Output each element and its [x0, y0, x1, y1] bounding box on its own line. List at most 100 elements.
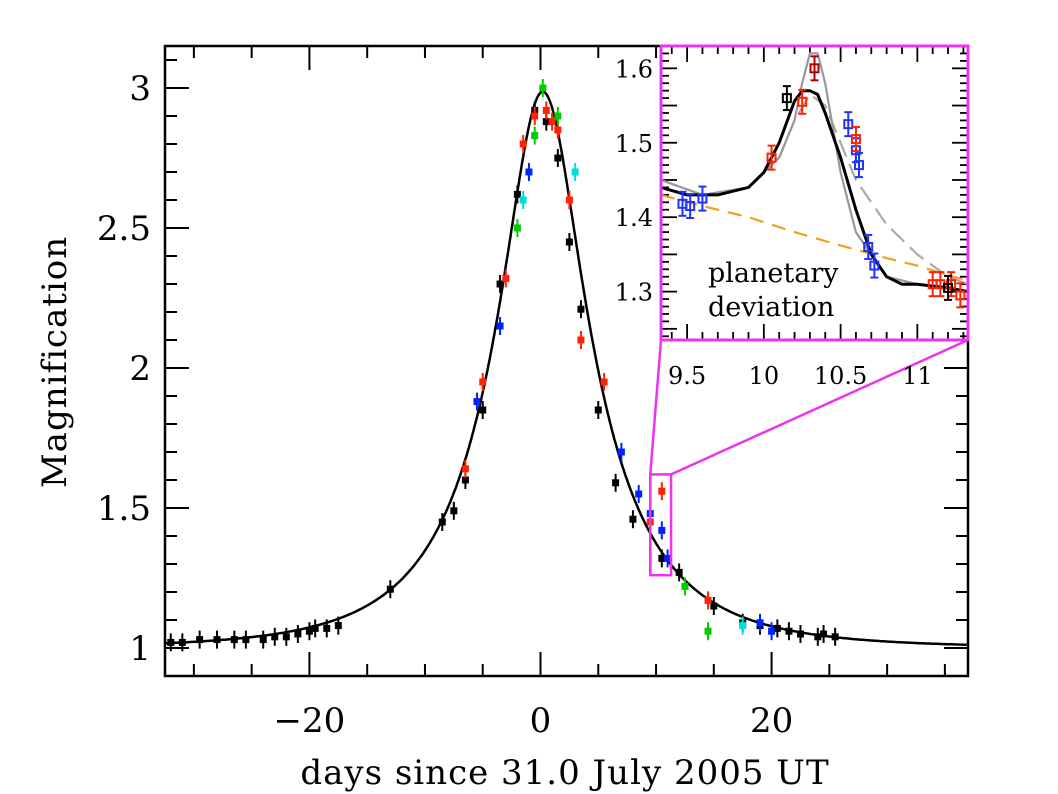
data-point-black — [496, 280, 504, 288]
inset-frame — [659, 44, 970, 342]
data-point-blue — [635, 490, 643, 498]
data-point-red — [704, 596, 712, 604]
data-point-black — [259, 636, 267, 644]
data-point-cyan — [739, 622, 747, 630]
data-point-black — [814, 633, 822, 641]
data-point-black — [282, 633, 290, 641]
inset-y-tick-label: 1.6 — [615, 55, 653, 83]
data-point-green — [513, 224, 521, 232]
data-point-black — [820, 630, 828, 638]
inset-panel: 9.5 10 10.5 11 1.3 1.4 1.5 1.6 planetarydeviatio… — [615, 44, 970, 390]
data-point-red — [565, 196, 573, 204]
y-tick-label: 1.5 — [97, 489, 151, 529]
data-point-blue — [756, 619, 764, 627]
data-point-black — [311, 624, 319, 632]
data-point-black — [831, 633, 839, 641]
data-point-black — [554, 154, 562, 162]
data-point-black — [386, 585, 394, 593]
zoom-connector-left — [649, 339, 663, 475]
data-point-black — [796, 630, 804, 638]
data-point-black — [773, 624, 781, 632]
data-point-blue — [664, 554, 672, 562]
annotation-line-2: deviation — [708, 292, 834, 323]
inset-y-tick-label: 1.5 — [615, 130, 653, 158]
data-point-black — [323, 624, 331, 632]
data-point-black — [294, 630, 302, 638]
zoom-box — [649, 473, 673, 577]
data-point-black — [242, 636, 250, 644]
inset-x-tick-label: 11 — [902, 362, 933, 390]
data-point-black — [178, 638, 186, 646]
data-point-blue — [768, 627, 776, 635]
data-point-green — [539, 84, 547, 92]
data-point-red — [600, 378, 608, 386]
inset-data-point-blue — [697, 193, 708, 204]
inset-data-point-blue — [863, 241, 874, 252]
y-tick-label: 3 — [129, 69, 151, 109]
inset-x-tick-label: 9.5 — [668, 362, 706, 390]
data-point-black — [577, 305, 585, 313]
data-point-green — [531, 132, 539, 140]
inset-data-point-black — [781, 93, 792, 104]
x-tick-label: 20 — [750, 701, 793, 741]
data-point-red — [577, 336, 585, 344]
data-point-black — [271, 633, 279, 641]
data-point-black — [594, 406, 602, 414]
inset-data-point-blue — [843, 119, 854, 130]
inset-data-point-red — [766, 152, 777, 163]
x-tick-label: 0 — [530, 701, 552, 741]
main-plot-frame — [163, 44, 970, 678]
data-point-red — [658, 487, 666, 495]
inset-data-point-blue — [869, 260, 880, 271]
inset-data-point-red — [797, 96, 808, 107]
y-tick-label: 2.5 — [97, 209, 151, 249]
y-tick-label: 2 — [129, 349, 151, 389]
data-point-black — [230, 636, 238, 644]
data-point-blue — [658, 526, 666, 534]
zoom-connector — [649, 338, 969, 577]
x-axis-title: days since 31.0 July 2005 UT — [300, 753, 829, 793]
data-point-black — [513, 190, 521, 198]
data-point-black — [542, 118, 550, 126]
data-point-black — [479, 406, 487, 414]
y-axis-title: Magnification — [35, 236, 75, 488]
y-tick-label: 1 — [129, 629, 151, 669]
data-point-black — [213, 636, 221, 644]
zoom-connector-right — [670, 338, 969, 476]
data-point-black — [658, 554, 666, 562]
inset-curve-planet-model — [660, 89, 969, 294]
data-point-black — [565, 238, 573, 246]
annotation-line-1: planetary — [708, 258, 839, 289]
inset-data-point-darkred — [809, 63, 820, 74]
data-point-black — [629, 515, 637, 523]
data-point-red — [479, 378, 487, 386]
data-point-black — [167, 638, 175, 646]
data-point-red — [542, 106, 550, 114]
data-point-black — [196, 636, 204, 644]
data-point-black — [334, 622, 342, 630]
data-point-red — [461, 465, 469, 473]
inset-x-tick-label: 10 — [749, 362, 780, 390]
data-point-red — [531, 112, 539, 120]
data-point-red — [502, 274, 510, 282]
data-point-black — [710, 602, 718, 610]
data-point-green — [704, 627, 712, 635]
data-point-black — [305, 627, 313, 635]
inset-x-tick-label: 10.5 — [814, 362, 867, 390]
data-point-green — [554, 112, 562, 120]
data-point-red — [554, 126, 562, 134]
data-point-black — [461, 476, 469, 484]
data-point-cyan — [519, 196, 527, 204]
inset-data-point-red — [955, 290, 966, 301]
data-point-black — [450, 507, 458, 515]
data-point-blue — [473, 398, 481, 406]
data-point-blue — [617, 448, 625, 456]
data-point-black — [612, 479, 620, 487]
inset-y-tick-label: 1.4 — [615, 204, 653, 232]
data-point-red — [548, 118, 556, 126]
data-point-black — [785, 627, 793, 635]
data-point-blue — [496, 322, 504, 330]
x-tick-label: −20 — [274, 701, 346, 741]
data-point-black — [675, 568, 683, 576]
